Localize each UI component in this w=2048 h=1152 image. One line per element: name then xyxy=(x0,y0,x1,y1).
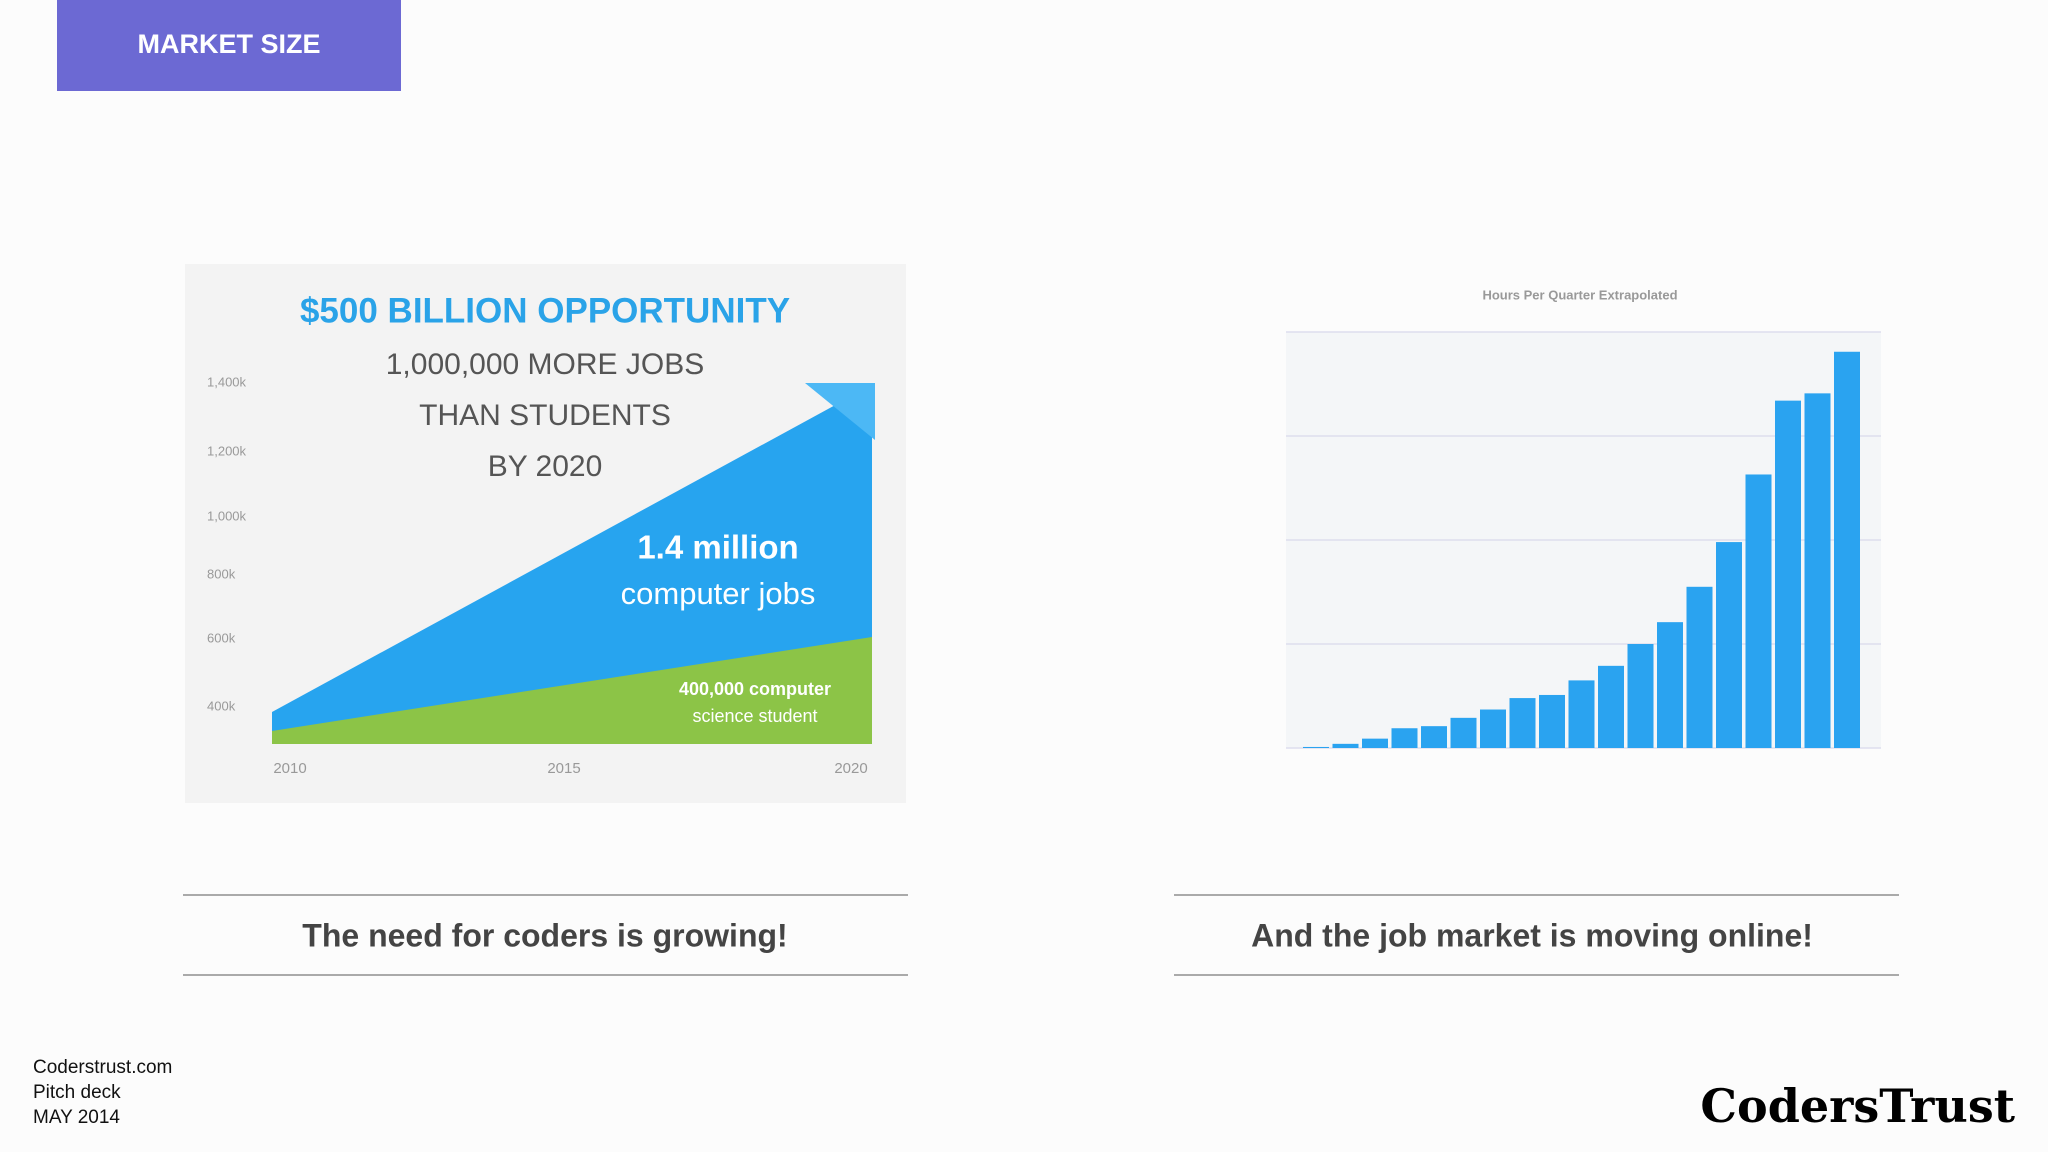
infographic-y-label: 600k xyxy=(207,630,236,645)
bar xyxy=(1421,726,1447,748)
bar xyxy=(1362,738,1388,748)
bar xyxy=(1627,644,1654,748)
bar xyxy=(1332,743,1359,748)
infographic-small: science student xyxy=(692,706,817,726)
chart-title: Hours Per Quarter Extrapolated xyxy=(1482,287,1677,302)
infographic-subtitle: THAN STUDENTS xyxy=(419,399,671,432)
infographic-title: $500 BILLION OPPORTUNITY xyxy=(300,291,790,330)
bar xyxy=(1568,680,1595,748)
bar xyxy=(1391,728,1418,748)
header-title: MARKET SIZE xyxy=(137,29,320,59)
infographic-subtitle: BY 2020 xyxy=(488,450,603,483)
bar xyxy=(1686,586,1713,748)
infographic-x-label: 2010 xyxy=(273,760,306,777)
bar xyxy=(1598,665,1624,748)
infographic-y-label: 1,400k xyxy=(207,374,247,389)
bar xyxy=(1657,622,1683,748)
infographic-x-label: 2020 xyxy=(834,760,867,777)
logo: CodersTrust xyxy=(1700,1079,2015,1133)
bar xyxy=(1745,474,1772,748)
bar xyxy=(1480,709,1506,748)
footer-line: MAY 2014 xyxy=(33,1107,120,1128)
header-box xyxy=(57,0,401,91)
bar xyxy=(1716,542,1742,748)
infographic-y-label: 400k xyxy=(207,698,236,713)
infographic-x-label: 2015 xyxy=(547,760,580,777)
green-area xyxy=(272,637,872,744)
bar xyxy=(1804,393,1831,748)
arrow-head xyxy=(805,383,875,440)
footer-line: Coderstrust.com xyxy=(33,1057,172,1078)
infographic-y-label: 800k xyxy=(207,566,236,581)
caption: The need for coders is growing! xyxy=(302,917,787,953)
bar xyxy=(1834,351,1860,748)
footer-line: Pitch deck xyxy=(33,1082,121,1103)
infographic-y-label: 1,000k xyxy=(207,508,247,523)
infographic-big: computer jobs xyxy=(621,576,816,611)
bar xyxy=(1450,717,1477,748)
infographic-y-label: 1,200k xyxy=(207,443,247,458)
bar xyxy=(1509,698,1536,748)
caption: And the job market is moving online! xyxy=(1251,917,1813,953)
bar xyxy=(1303,746,1329,748)
bar xyxy=(1539,694,1565,748)
blue-area xyxy=(272,385,872,744)
infographic-subtitle: 1,000,000 MORE JOBS xyxy=(386,348,705,381)
bar xyxy=(1775,400,1801,748)
infographic-small: 400,000 computer xyxy=(679,679,831,699)
infographic-big: 1.4 million xyxy=(637,529,798,566)
